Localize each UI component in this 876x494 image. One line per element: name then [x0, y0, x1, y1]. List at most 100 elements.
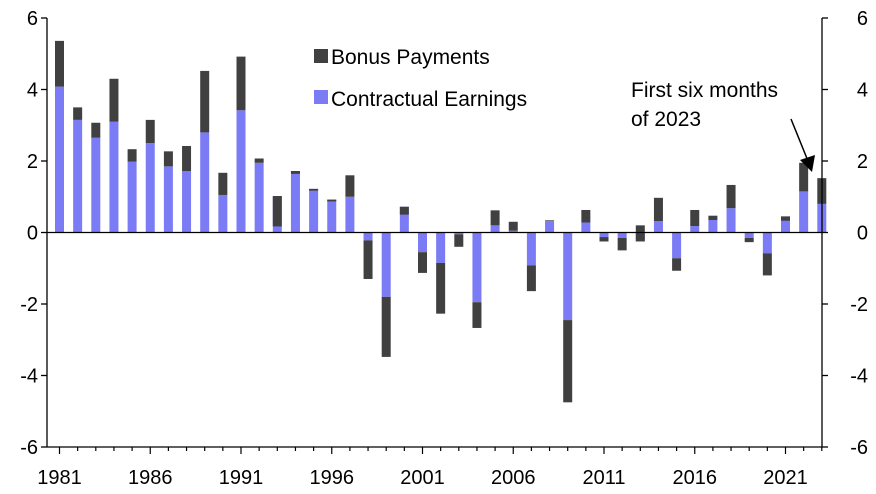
- y-tick-label-left--4: -4: [20, 366, 38, 388]
- bar-contractual-1983: [91, 137, 101, 233]
- bar-bonus-2004: [472, 302, 482, 328]
- bar-bonus-1988: [182, 145, 192, 172]
- legend-swatch-contractual-earnings: [314, 90, 328, 104]
- annotation-line-1: First six months: [631, 79, 778, 102]
- x-tick-label-1986: 1986: [128, 467, 173, 489]
- legend-swatch-bonus-payments: [314, 49, 328, 63]
- bar-contractual-2017: [708, 219, 718, 233]
- bar-contractual-1986: [145, 143, 155, 233]
- x-tick-label-2016: 2016: [673, 467, 718, 489]
- bar-bonus-2018: [726, 184, 736, 209]
- bar-bonus-2014: [653, 197, 663, 222]
- bar-contractual-2022: [799, 191, 809, 233]
- bar-bonus-1995: [309, 188, 319, 191]
- bar-bonus-1998: [363, 240, 373, 279]
- bar-contractual-1990: [218, 194, 228, 233]
- bar-contractual-1987: [163, 166, 173, 233]
- bar-contractual-2021: [781, 216, 790, 233]
- ticks-group: 6 6 4 4 2 2 0 0 -2 -2 -4 -4 -6 -6 1981 1986 1991 1996 2001…: [20, 8, 868, 489]
- bar-bonus-1987: [163, 151, 173, 167]
- x-tick-label-2001: 2001: [400, 467, 445, 489]
- annotation-arrow-head: [800, 155, 815, 172]
- bar-contractual-2009: [563, 232, 573, 321]
- bar-bonus-2020: [762, 253, 772, 276]
- bar-contractual-1985: [127, 161, 137, 233]
- bar-contractual-2003: [454, 232, 464, 235]
- bar-bonus-2021: [781, 216, 790, 221]
- y-tick-label-left-6: 6: [27, 8, 38, 30]
- bars-group: [55, 40, 827, 403]
- bar-contractual-2008: [545, 221, 555, 233]
- bar-contractual-2007: [526, 232, 536, 266]
- bar-bonus-1991: [236, 56, 246, 111]
- bar-contractual-2012: [617, 232, 627, 238]
- bar-bonus-1989: [200, 70, 210, 133]
- bar-bonus-2000: [399, 206, 409, 215]
- bar-bonus-1982: [73, 107, 83, 120]
- bar-contractual-2020: [762, 232, 772, 254]
- bar-contractual-2014: [653, 221, 663, 233]
- x-tick-label-2021: 2021: [763, 467, 808, 489]
- y-tick-label-left--6: -6: [20, 437, 38, 459]
- bar-bonus-2016: [690, 209, 700, 227]
- y-tick-label-right--6: -6: [850, 437, 868, 459]
- bar-bonus-2009: [563, 320, 573, 403]
- bar-contractual-1984: [109, 121, 119, 233]
- bar-bonus-2019: [744, 237, 754, 243]
- y-tick-label-left-2: 2: [27, 151, 38, 173]
- bar-contractual-1998: [363, 232, 373, 241]
- y-tick-label-right-2: 2: [857, 151, 868, 173]
- bar-contractual-1996: [327, 199, 337, 233]
- bar-bonus-2012: [617, 237, 627, 251]
- bar-contractual-1982: [73, 119, 83, 233]
- bar-contractual-1989: [200, 132, 210, 233]
- annotation: First six months of 2023: [631, 79, 815, 172]
- bar-contractual-2002: [436, 232, 446, 263]
- bar-bonus-2015: [672, 258, 682, 271]
- y-tick-label-left-0: 0: [27, 223, 38, 245]
- y-tick-label-left--2: -2: [20, 294, 38, 316]
- bar-contractual-1991: [236, 110, 246, 233]
- y-tick-label-right-0: 0: [857, 223, 868, 245]
- bar-contractual-1988: [182, 171, 192, 233]
- bar-bonus-2007: [526, 265, 536, 292]
- bar-bonus-2017: [708, 215, 718, 220]
- bar-bonus-1985: [127, 149, 137, 162]
- y-tick-label-right--4: -4: [850, 366, 868, 388]
- bar-bonus-1983: [91, 122, 101, 138]
- y-tick-label-right-4: 4: [857, 80, 868, 102]
- legend: Bonus Payments Contractual Earnings: [314, 46, 527, 111]
- bar-contractual-2010: [581, 222, 591, 233]
- bar-contractual-1994: [290, 171, 300, 233]
- bar-bonus-1986: [145, 119, 155, 144]
- bar-contractual-2006: [508, 230, 518, 233]
- bar-bonus-1984: [109, 78, 119, 122]
- bar-bonus-1993: [272, 196, 282, 227]
- bar-bonus-2013: [635, 225, 645, 242]
- bar-bonus-1994: [290, 171, 300, 174]
- bar-contractual-2015: [672, 232, 682, 259]
- bar-contractual-2016: [690, 226, 700, 233]
- x-tick-label-2011: 2011: [582, 467, 625, 489]
- y-tick-label-left-4: 4: [27, 80, 38, 102]
- bar-bonus-2005: [490, 210, 500, 226]
- bar-contractual-2001: [418, 232, 427, 253]
- bar-bonus-1992: [254, 158, 264, 163]
- bar-bonus-1990: [218, 172, 228, 195]
- bar-contractual-2011: [599, 232, 609, 242]
- annotation-arrow-shaft: [790, 118, 809, 162]
- bar-bonus-1996: [327, 199, 337, 202]
- bar-contractual-2005: [490, 225, 500, 233]
- bar-contractual-2018: [726, 208, 736, 233]
- bar-contractual-2000: [399, 206, 409, 233]
- bar-contractual-1981: [55, 86, 64, 233]
- y-tick-label-right--2: -2: [850, 294, 868, 316]
- bar-contractual-2019: [744, 232, 754, 238]
- bar-bonus-2001: [418, 252, 427, 273]
- bar-bonus-1997: [345, 175, 355, 197]
- x-tick-label-1996: 1996: [310, 467, 355, 489]
- x-tick-label-2006: 2006: [491, 467, 536, 489]
- bar-bonus-1981: [55, 40, 64, 87]
- bar-bonus-2003: [454, 234, 464, 247]
